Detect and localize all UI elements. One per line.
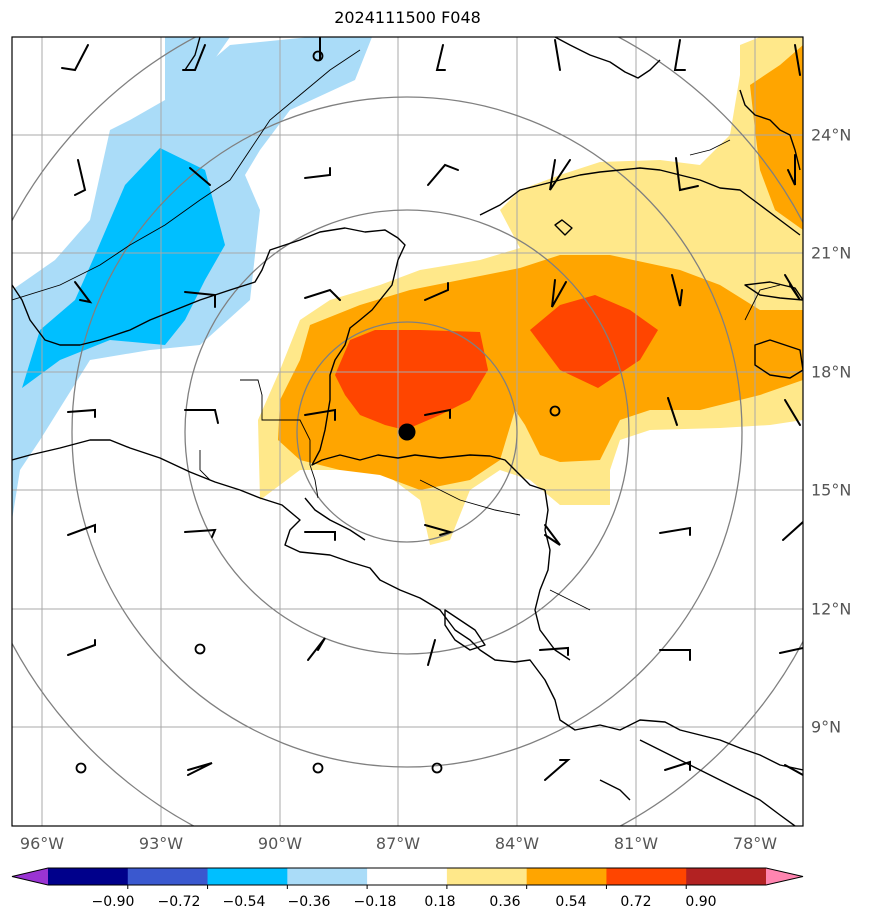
lat-label-24n: 24°N — [811, 125, 852, 145]
lat-label-21n: 21°N — [811, 243, 852, 263]
lat-label-15n: 15°N — [811, 480, 852, 500]
lat-label-12n: 12°N — [811, 599, 852, 619]
lon-label-87w: 87°W — [375, 834, 421, 853]
orange-region-ne — [750, 45, 803, 230]
shaded-field — [12, 37, 803, 545]
colorbar-label: −0.72 — [157, 894, 201, 910]
map-title: 2024111500 F048 — [334, 8, 481, 27]
colorbar-segment — [606, 868, 687, 885]
colorbar-segment — [446, 868, 528, 885]
coastlines — [12, 37, 803, 826]
colorbar-segment — [367, 868, 448, 885]
colorbar-arrow-right — [766, 868, 803, 885]
lon-label-93w: 93°W — [138, 834, 184, 853]
light-blue-top-strip — [165, 37, 230, 100]
red-orange-core-east — [530, 295, 658, 388]
colorbar-label: 0.90 — [685, 894, 717, 910]
blue-region — [22, 148, 225, 388]
lat-label-18n: 18°N — [811, 362, 852, 382]
lon-label-96w: 96°W — [19, 834, 65, 853]
map-frame — [11, 36, 804, 827]
wind-barbs — [61, 37, 803, 781]
storm-center-marker — [398, 423, 416, 441]
colorbar-label: 0.36 — [489, 894, 521, 910]
colorbar-arrow-left — [12, 868, 48, 885]
colorbar-segment — [526, 868, 607, 885]
colorbar-label: 0.18 — [424, 894, 456, 910]
colorbar-segment — [686, 868, 767, 885]
colorbar-label: −0.90 — [91, 894, 135, 910]
colorbar-segment — [207, 868, 288, 885]
colorbar-outline — [11, 867, 804, 886]
colorbar — [11, 867, 804, 889]
colorbar-label: 0.54 — [555, 894, 587, 910]
lon-label-81w: 81°W — [613, 834, 659, 853]
colorbar-segment — [287, 868, 368, 885]
red-orange-core-west — [335, 330, 488, 430]
colorbar-label: −0.18 — [353, 894, 397, 910]
range-rings — [12, 37, 803, 826]
colorbar-segment — [127, 868, 209, 885]
calm-wind-markers — [75, 50, 561, 774]
colorbar-segment — [48, 868, 129, 885]
lat-label-9n: 9°N — [811, 717, 842, 737]
lon-label-90w: 90°W — [257, 834, 303, 853]
lon-label-78w: 78°W — [732, 834, 778, 853]
lon-label-84w: 84°W — [494, 834, 540, 853]
country-borders — [12, 49, 781, 611]
colorbar-label: −0.54 — [222, 894, 266, 910]
colorbar-label: −0.36 — [287, 894, 331, 910]
colorbar-label: 0.72 — [620, 894, 652, 910]
